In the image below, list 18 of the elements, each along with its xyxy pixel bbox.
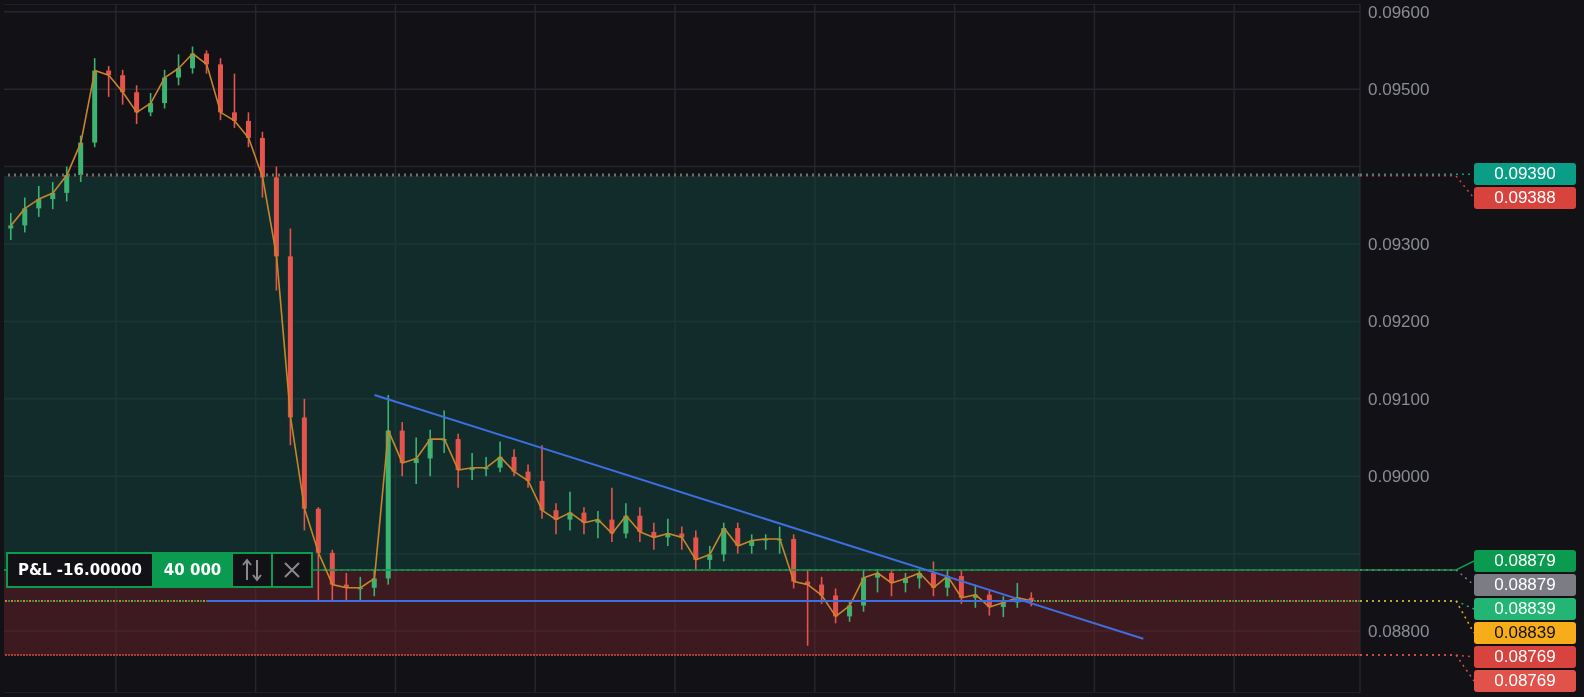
trade-panel: P&L -16.00000 40 000	[6, 552, 314, 588]
annotation: P&L -16.00000	[17, 560, 143, 581]
ref-line-label: 0.08839	[1474, 598, 1576, 620]
y-tick-label: 0.08800	[1368, 622, 1430, 642]
ref-line-label: 0.08879	[1474, 550, 1576, 572]
ref-line-label: 0.08879	[1474, 574, 1576, 596]
y-tick-label: 0.09600	[1368, 2, 1430, 22]
y-tick-label: 0.09100	[1368, 389, 1430, 409]
y-tick-label: 0.09500	[1368, 80, 1430, 100]
ref-line-label: 0.08769	[1474, 646, 1576, 668]
ref-line-label: 0.08769	[1474, 670, 1576, 692]
y-tick-label: 0.09200	[1368, 312, 1430, 332]
ref-line-label: 0.09390	[1474, 163, 1576, 186]
y-tick-label: 0.09300	[1368, 235, 1430, 255]
annotation: 40 000	[151, 554, 234, 586]
ref-line-label: 0.09388	[1474, 187, 1576, 210]
y-tick-label: 0.09000	[1368, 467, 1430, 487]
ref-line-label: 0.08839	[1474, 622, 1576, 644]
